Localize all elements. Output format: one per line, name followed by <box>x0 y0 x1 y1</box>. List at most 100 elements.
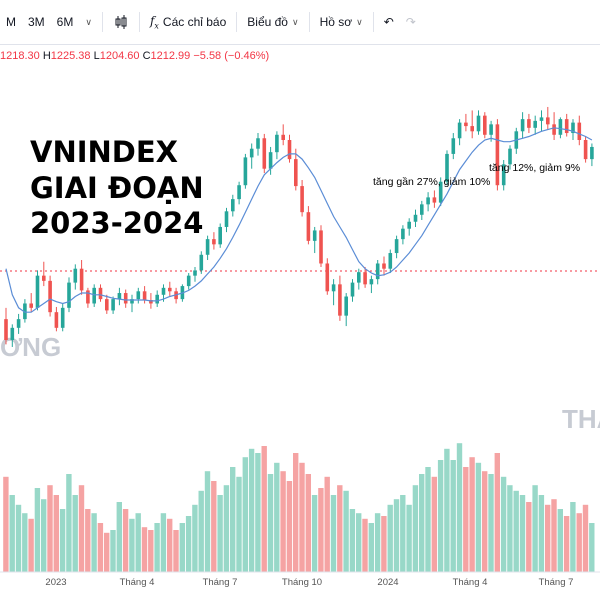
candle-body <box>23 303 27 320</box>
volume-bar <box>400 495 406 572</box>
candle-body <box>457 122 462 139</box>
candle-body <box>564 119 569 134</box>
candle-body <box>224 211 229 227</box>
watermark-left: ƠNG <box>0 332 61 362</box>
redo-button[interactable]: ↷ <box>400 15 422 29</box>
candle-body <box>249 148 254 158</box>
candle <box>281 124 285 146</box>
range-button-6m[interactable]: 6M <box>56 15 74 29</box>
candle-body <box>451 138 456 154</box>
volume-bar <box>223 485 230 572</box>
volume-bar <box>53 495 59 572</box>
volume-bars <box>3 443 595 572</box>
candle-body <box>67 282 71 308</box>
candle-body <box>161 287 166 295</box>
x-tick-label: Tháng 7 <box>539 577 574 588</box>
range-dropdown-button[interactable]: ∨ <box>79 17 98 28</box>
volume-bar <box>368 523 374 572</box>
candle-body <box>287 140 292 160</box>
volume-bar <box>274 462 280 572</box>
volume-bar <box>311 495 318 572</box>
candle-body <box>300 186 304 213</box>
volume-bar <box>293 453 299 572</box>
volume-bar <box>406 504 412 572</box>
volume-bar <box>513 490 519 572</box>
candle <box>54 306 59 332</box>
candle <box>571 119 575 140</box>
range-button-1m[interactable]: M <box>6 15 16 29</box>
candle-body <box>483 115 487 135</box>
candle <box>464 113 468 132</box>
candle-body <box>136 291 141 300</box>
candle <box>300 180 304 217</box>
chart-menu-button[interactable]: Biểu đồ ∨ <box>247 15 299 29</box>
volume-bar <box>500 476 507 572</box>
candle-body <box>394 239 399 254</box>
candle-body <box>79 268 84 291</box>
volume-bar <box>488 474 494 572</box>
volume-bar <box>387 504 393 572</box>
volume-bar <box>469 457 475 572</box>
candlestick-icon <box>115 15 127 29</box>
volume-bar <box>41 499 47 572</box>
candle <box>369 275 374 294</box>
candle <box>344 293 348 327</box>
candle <box>111 296 115 314</box>
indicators-button[interactable]: fx Các chỉ báo <box>149 13 227 31</box>
candle-body <box>520 119 525 132</box>
volume-bar <box>110 530 116 572</box>
toolbar-divider <box>138 12 140 32</box>
function-icon: fx <box>149 13 159 31</box>
candle <box>558 117 563 139</box>
volume-bar <box>97 523 104 572</box>
candle <box>117 287 122 306</box>
candle <box>401 225 405 245</box>
candle-body <box>312 230 317 241</box>
candle <box>48 275 52 317</box>
volume-bar <box>551 499 557 572</box>
volume-bar <box>59 509 66 572</box>
candle <box>60 303 65 332</box>
range-button-3m[interactable]: 3M <box>28 15 45 29</box>
high-value: 1225.38 <box>50 50 91 62</box>
volume-bar <box>135 513 141 572</box>
candle-body <box>438 181 443 203</box>
volume-bar <box>482 471 488 572</box>
candle <box>495 119 500 191</box>
volume-bar <box>72 495 78 572</box>
undo-button[interactable]: ↶ <box>378 15 400 29</box>
volume-bar <box>437 460 444 572</box>
candle <box>539 110 544 132</box>
candle <box>67 277 71 313</box>
candle <box>312 226 317 254</box>
candle <box>382 256 386 276</box>
candle-body <box>325 263 330 292</box>
volume-bar <box>173 530 179 572</box>
volume-bar <box>589 523 595 572</box>
candle-body <box>413 214 418 222</box>
volume-bar <box>104 532 110 572</box>
candle <box>577 115 582 146</box>
volume-bar <box>179 523 185 572</box>
candle-body <box>338 284 342 316</box>
candle <box>4 307 8 345</box>
chart-type-button[interactable] <box>107 14 135 30</box>
candle-body <box>539 117 544 121</box>
volume-bar <box>34 488 41 572</box>
open-value: 1218.30 <box>0 50 40 62</box>
profile-menu-button[interactable]: Hồ sơ ∨ <box>319 15 363 29</box>
close-value: 1212.99 <box>150 50 191 62</box>
volume-bar <box>154 523 160 572</box>
candle <box>205 235 210 260</box>
volume-bar <box>15 504 22 572</box>
volume-bar <box>582 504 589 572</box>
toolbar-divider <box>101 12 103 32</box>
moving-average-line <box>5 127 593 313</box>
volume-bar <box>349 509 356 572</box>
toolbar-divider <box>372 12 374 32</box>
candle-body <box>4 319 8 340</box>
volume-bar <box>141 527 148 572</box>
volume-bar <box>167 518 173 572</box>
volume-bar <box>85 509 91 572</box>
